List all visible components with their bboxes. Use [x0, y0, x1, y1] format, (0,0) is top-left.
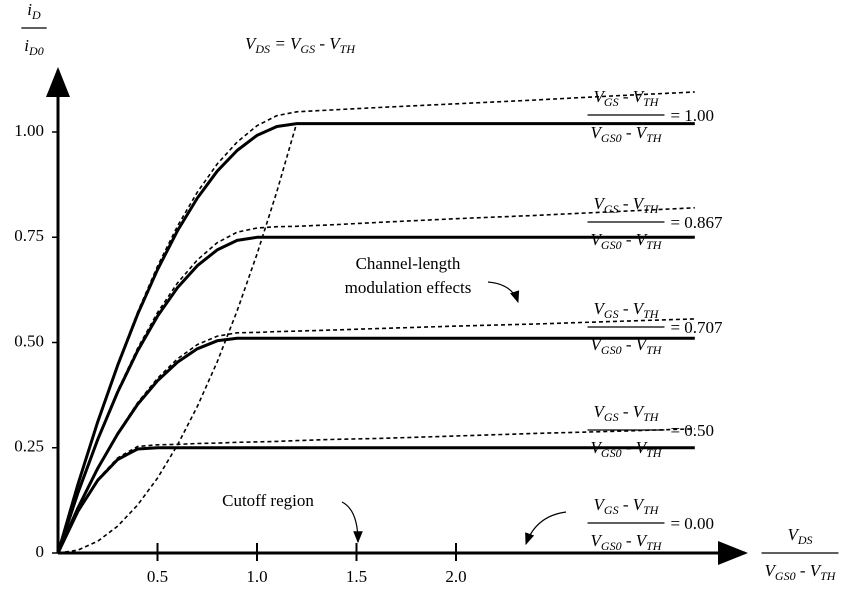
series-label-denominator-sub: GS0	[601, 238, 622, 252]
legend-value: = 0.867	[670, 213, 723, 232]
series-label-denominator-text: - V	[622, 335, 649, 354]
series-label-numerator-sub: GS	[604, 410, 619, 424]
annotation: Cutoff region	[222, 491, 314, 510]
series-label-denominator-sub: TH	[646, 238, 663, 252]
series-label-denominator-sub: TH	[646, 539, 663, 553]
y-tick-label: 1.00	[14, 121, 44, 140]
boundary-label-sub: TH	[340, 42, 357, 56]
series-label-denominator-sub: GS0	[601, 343, 622, 357]
x-axis-label-denominator-sub: TH	[820, 569, 837, 583]
y-axis-label-numerator: iD	[27, 0, 41, 22]
series-label-numerator-sub: GS	[604, 503, 619, 517]
series-label-denominator-sub: TH	[646, 446, 663, 460]
series-label-numerator-text: - V	[619, 495, 646, 514]
annotation: Channel-length	[356, 254, 461, 273]
series-label-numerator-text: - V	[619, 299, 646, 318]
series-label-denominator: VGS0 - VTH	[591, 531, 663, 553]
legend-value: = 0.00	[670, 514, 714, 533]
legend-value: = 0.707	[670, 318, 723, 337]
x-tick-label: 1.0	[246, 567, 267, 586]
x-axis-label-denominator: VGS0 - VTH	[765, 561, 837, 583]
series-label-numerator: VGS - VTH	[594, 87, 660, 109]
series-label-numerator: VGS - VTH	[594, 194, 660, 216]
x-tick-label: 1.5	[346, 567, 367, 586]
y-tick-label: 0.50	[14, 331, 44, 350]
series-label-numerator-sub: TH	[643, 307, 660, 321]
series-label-numerator-text: - V	[619, 402, 646, 421]
y-axis-label-denominator-sub: D0	[28, 44, 44, 58]
annotation-arrow	[342, 502, 358, 542]
series-label-denominator-sub: GS0	[601, 446, 622, 460]
annotation-arrow	[526, 512, 566, 544]
x-tick-label: 0.5	[147, 567, 168, 586]
series-label-denominator-sub: TH	[646, 131, 663, 145]
series-label-denominator-sub: GS0	[601, 131, 622, 145]
annotation: modulation effects	[345, 278, 472, 297]
boundary-label: VDS = VGS - VTH	[245, 34, 356, 56]
series-label-numerator-sub: GS	[604, 95, 619, 109]
series-label-denominator: VGS0 - VTH	[591, 123, 663, 145]
x-axis-label-denominator-sub: GS0	[775, 569, 796, 583]
series-label-numerator-sub: GS	[604, 202, 619, 216]
y-tick-label: 0	[36, 542, 45, 561]
chart: iD iD0 VDS VGS0 - VTH 0 0.25 0.50 0.75 1.00 0.5 1.…	[0, 0, 848, 593]
boundary-label-text: = V	[270, 34, 303, 53]
boundary-label-sub: DS	[254, 42, 270, 56]
series-label-denominator-text: - V	[622, 123, 649, 142]
series-label-numerator: VGS - VTH	[594, 402, 660, 424]
series-label-denominator-sub: TH	[646, 343, 663, 357]
series-label-denominator-sub: GS0	[601, 539, 622, 553]
boundary-label-sub: GS	[300, 42, 315, 56]
series-label-denominator-text: - V	[622, 438, 649, 457]
legend-value: = 0.50	[670, 421, 714, 440]
series-label-numerator: VGS - VTH	[594, 299, 660, 321]
x-axis-label-numerator-sub: DS	[797, 533, 813, 547]
y-axis-label-denominator: iD0	[24, 36, 43, 58]
y-tick-label: 0.25	[14, 437, 44, 456]
series-label-denominator-text: - V	[622, 230, 649, 249]
series-label-numerator-sub: GS	[604, 307, 619, 321]
annotation-arrow	[488, 282, 518, 302]
x-tick-label: 2.0	[445, 567, 466, 586]
series-label-denominator-text: - V	[622, 531, 649, 550]
series-label-denominator: VGS0 - VTH	[591, 230, 663, 252]
series-label-numerator-text: - V	[619, 87, 646, 106]
series-label-numerator-text: - V	[619, 194, 646, 213]
dashed-curve	[58, 319, 695, 553]
series-label-numerator-sub: TH	[643, 202, 660, 216]
series-label-numerator-sub: TH	[643, 410, 660, 424]
series-label-denominator: VGS0 - VTH	[591, 438, 663, 460]
y-axis-label-numerator-sub: D	[31, 8, 41, 22]
x-axis-label-denominator-text: - V	[796, 561, 823, 580]
y-tick-label: 0.75	[14, 226, 44, 245]
series-label-numerator-sub: TH	[643, 503, 660, 517]
legend-value: = 1.00	[670, 106, 714, 125]
series-label-numerator: VGS - VTH	[594, 495, 660, 517]
x-axis-label-numerator: VDS	[787, 525, 812, 547]
boundary-label-text: - V	[315, 34, 342, 53]
series-label-numerator-sub: TH	[643, 95, 660, 109]
